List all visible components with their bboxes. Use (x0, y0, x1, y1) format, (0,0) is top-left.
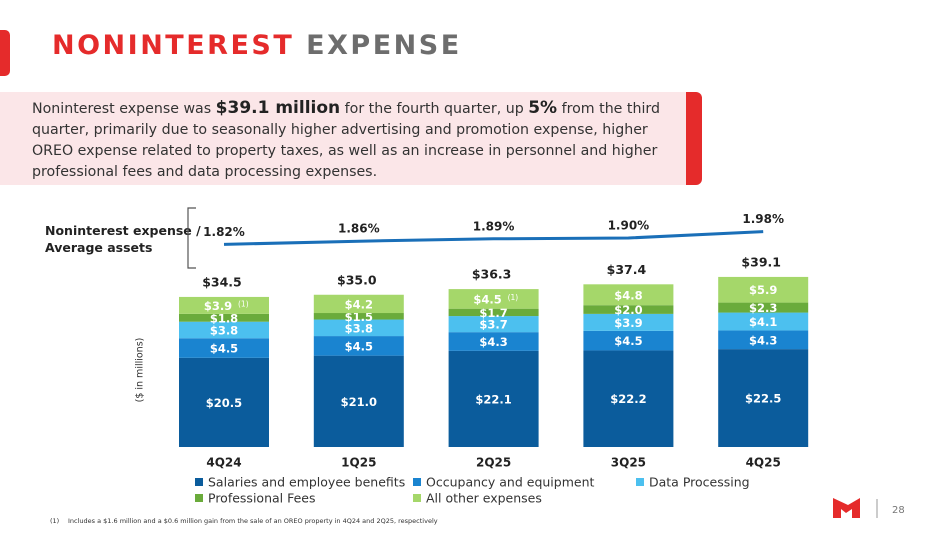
legend-label: Salaries and employee benefits (208, 475, 405, 490)
accent-tab (0, 30, 10, 76)
bar-segment (179, 296, 269, 314)
legend-swatch (195, 494, 203, 502)
total-label: $35.0 (337, 272, 377, 287)
bar-segment (583, 330, 674, 351)
value-label: $4.5 (614, 334, 642, 348)
summary-bold: 5% (528, 98, 558, 118)
bar-segment (179, 338, 269, 358)
bar-segment (718, 349, 809, 447)
bar-segment (448, 350, 539, 447)
value-label: $4.2 (345, 297, 373, 311)
bar-segment (448, 316, 539, 333)
value-label: $3.9 (614, 316, 642, 330)
legend-swatch (413, 478, 421, 486)
x-tick-label: 2Q25 (476, 456, 511, 470)
value-label: $1.7 (479, 306, 507, 320)
bar-segment (313, 313, 404, 320)
x-tick-label: 4Q25 (746, 456, 781, 470)
bracket (187, 207, 196, 269)
title-gray: EXPENSE (306, 30, 462, 61)
value-label: $21.0 (341, 395, 377, 409)
x-tick-label: 4Q24 (206, 456, 241, 470)
bar-segment (179, 357, 269, 447)
value-label: $3.9 (204, 299, 232, 313)
bar-segment (448, 308, 539, 317)
bar-segment (448, 332, 539, 351)
total-label: $37.4 (607, 262, 647, 277)
summary-accent (686, 92, 702, 185)
value-label: $2.0 (614, 303, 642, 317)
summary: Noninterest expense was $39.1 million fo… (0, 92, 686, 185)
value-label: $4.1 (749, 315, 777, 329)
note-mark: (1) (508, 293, 519, 302)
line-value-label: 1.82% (203, 225, 245, 239)
summary-bold: $39.1 million (215, 98, 341, 118)
page-number: 28 (892, 505, 905, 516)
value-label: $22.2 (610, 392, 646, 406)
line-value-label: 1.98% (742, 212, 784, 226)
bar-segment (718, 330, 809, 350)
legend-label: Data Processing (649, 475, 750, 490)
value-label: $4.5 (345, 339, 373, 353)
total-label: $36.3 (472, 267, 512, 282)
bar-segment (313, 319, 404, 337)
summary-text: Noninterest expense was (32, 101, 216, 117)
value-label: $22.1 (475, 392, 511, 406)
total-label: $39.1 (741, 254, 781, 269)
bar-segment (718, 276, 809, 303)
line-label: Noninterest expense / Average assets (45, 223, 201, 255)
footnote: Includes a $1.6 million and a $0.6 milli… (68, 517, 438, 525)
legend-swatch (413, 494, 421, 502)
value-label: $4.5 (473, 292, 501, 306)
ratio-line (223, 230, 764, 246)
summary-text: for the fourth quarter, up (340, 101, 529, 117)
bar-segment (313, 355, 404, 447)
bar-segment (718, 302, 809, 313)
value-label: $3.7 (479, 318, 507, 332)
bar-segment (583, 313, 674, 331)
value-label: $4.3 (749, 333, 777, 347)
line-value-label: 1.86% (338, 222, 380, 236)
value-label: $4.8 (614, 288, 642, 302)
value-label: $4.3 (479, 335, 507, 349)
line-value-label: 1.90% (608, 219, 650, 233)
bar-segment (313, 294, 404, 314)
bar-segment (448, 289, 539, 309)
slide-title: NONINTEREST EXPENSE (52, 30, 462, 61)
unit-label: ($ in millions) (135, 338, 146, 403)
bar-segment (179, 321, 269, 339)
value-label: $4.5 (210, 342, 238, 356)
bar-segment (583, 305, 674, 314)
value-label: $20.5 (206, 396, 242, 410)
bar-segment (583, 284, 674, 306)
legend-label: All other expenses (426, 491, 542, 506)
footnote-mark: (1) (50, 517, 59, 525)
summary-text: from the third quarter, primarily due to… (32, 101, 661, 180)
x-tick-label: 1Q25 (341, 456, 376, 470)
bar-segment (583, 350, 674, 447)
legend-label: Professional Fees (208, 491, 316, 506)
bar-segment (718, 312, 809, 331)
bar-segment (313, 336, 404, 356)
value-label: $3.8 (210, 323, 238, 337)
title-red: NONINTEREST (52, 30, 295, 61)
value-label: $1.5 (345, 310, 373, 324)
value-label: $3.8 (345, 321, 373, 335)
total-label: $34.5 (202, 274, 242, 289)
value-label: $2.3 (749, 301, 777, 315)
value-label: $5.9 (749, 283, 777, 297)
legend-swatch (195, 478, 203, 486)
value-label: $22.5 (745, 392, 781, 406)
legend-swatch (636, 478, 644, 486)
legend-label: Occupancy and equipment (426, 475, 595, 490)
line-value-label: 1.89% (473, 219, 515, 233)
x-tick-label: 3Q25 (611, 456, 646, 470)
value-label: $1.8 (210, 311, 238, 325)
logo (833, 498, 860, 518)
bar-segment (179, 313, 269, 322)
note-mark: (1) (238, 299, 249, 308)
